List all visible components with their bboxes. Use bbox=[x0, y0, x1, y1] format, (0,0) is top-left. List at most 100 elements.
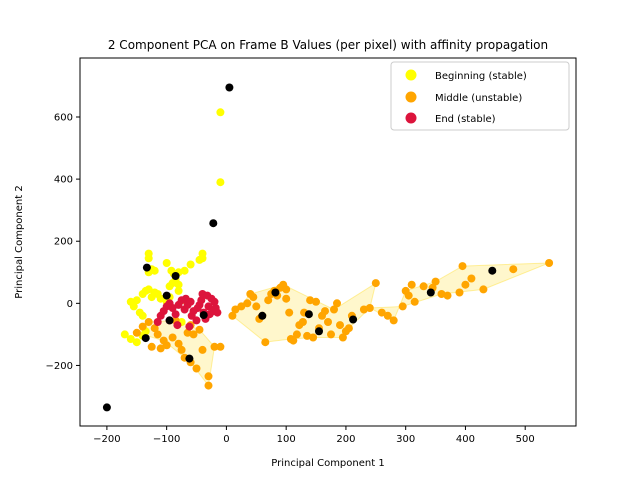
point-exemplar bbox=[171, 272, 180, 280]
point-middle bbox=[344, 324, 353, 333]
plot-frame bbox=[79, 57, 577, 427]
point-exemplar bbox=[185, 354, 194, 363]
point-beginning bbox=[156, 294, 165, 303]
point-end bbox=[173, 321, 182, 330]
point-middle bbox=[261, 338, 270, 347]
point-middle bbox=[156, 344, 165, 353]
point-middle bbox=[377, 308, 386, 317]
point-exemplar bbox=[142, 263, 151, 272]
point-middle bbox=[407, 280, 416, 289]
legend-marker-end bbox=[405, 112, 417, 124]
point-exemplar bbox=[304, 310, 313, 319]
point-middle bbox=[153, 330, 162, 339]
x-axis-label: Principal Component 1 bbox=[271, 458, 384, 469]
chart-title: 2 Component PCA on Frame B Values (per p… bbox=[108, 38, 548, 52]
point-middle bbox=[204, 372, 213, 381]
point-exemplar bbox=[102, 403, 111, 412]
point-middle bbox=[168, 333, 177, 342]
point-middle bbox=[150, 324, 159, 333]
point-middle bbox=[282, 294, 291, 303]
legend-label-beginning: Beginning (stable) bbox=[435, 71, 527, 82]
point-beginning bbox=[138, 311, 147, 320]
point-middle bbox=[479, 285, 488, 294]
point-middle bbox=[177, 345, 186, 354]
point-beginning bbox=[129, 302, 138, 311]
point-middle bbox=[252, 302, 261, 311]
point-middle bbox=[461, 280, 470, 289]
point-middle bbox=[216, 342, 225, 351]
point-middle bbox=[237, 302, 246, 311]
legend-label-middle: Middle (unstable) bbox=[435, 93, 522, 104]
point-middle bbox=[309, 333, 318, 342]
point-beginning bbox=[198, 254, 207, 263]
point-beginning bbox=[174, 280, 183, 289]
legend-frame bbox=[390, 61, 570, 131]
point-middle bbox=[336, 321, 344, 330]
point-middle bbox=[312, 297, 320, 306]
point-middle bbox=[455, 288, 464, 297]
point-middle bbox=[324, 318, 332, 326]
point-middle bbox=[144, 318, 153, 326]
point-middle bbox=[228, 311, 237, 320]
point-exemplar bbox=[488, 266, 497, 275]
point-middle bbox=[458, 262, 467, 271]
point-middle bbox=[509, 265, 518, 274]
point-beginning bbox=[216, 178, 225, 187]
point-middle bbox=[303, 331, 312, 340]
point-exemplar bbox=[271, 288, 280, 297]
x-tick-label: 100 bbox=[277, 434, 296, 445]
legend-marker-middle bbox=[405, 91, 417, 103]
x-tick-label: 200 bbox=[336, 434, 355, 445]
point-end bbox=[192, 316, 201, 325]
point-end bbox=[168, 304, 177, 312]
point-beginning bbox=[132, 296, 141, 305]
point-middle bbox=[298, 318, 307, 326]
point-exemplar bbox=[225, 83, 234, 92]
point-middle bbox=[183, 328, 192, 337]
point-middle bbox=[419, 282, 428, 291]
y-tick-label: 400 bbox=[54, 175, 73, 186]
point-middle bbox=[443, 291, 452, 300]
point-middle bbox=[147, 342, 156, 351]
point-middle bbox=[198, 345, 207, 354]
point-middle bbox=[174, 339, 183, 348]
legend-label-end: End (stable) bbox=[435, 114, 496, 125]
point-beginning bbox=[120, 330, 129, 339]
point-exemplar bbox=[258, 311, 267, 320]
y-tick-label: −200 bbox=[46, 361, 73, 372]
point-end bbox=[185, 322, 194, 331]
y-tick-label: 600 bbox=[54, 113, 73, 124]
point-beginning bbox=[180, 266, 189, 275]
point-middle bbox=[365, 304, 374, 312]
x-tick-label: 0 bbox=[223, 434, 229, 445]
y-tick-label: 0 bbox=[67, 299, 73, 310]
point-exemplar bbox=[165, 316, 174, 325]
point-middle bbox=[162, 341, 171, 350]
point-beginning bbox=[186, 260, 195, 269]
point-middle bbox=[249, 293, 258, 302]
point-beginning bbox=[162, 259, 171, 267]
point-end bbox=[153, 318, 162, 326]
point-exemplar bbox=[199, 311, 208, 320]
point-exemplar bbox=[315, 327, 323, 336]
point-middle bbox=[292, 330, 301, 339]
point-middle bbox=[210, 342, 219, 351]
point-middle bbox=[231, 305, 240, 314]
point-middle bbox=[333, 299, 341, 308]
point-middle bbox=[289, 336, 298, 345]
point-middle bbox=[192, 364, 201, 373]
point-beginning bbox=[126, 335, 135, 343]
y-tick-label: 200 bbox=[54, 237, 73, 248]
point-beginning bbox=[144, 254, 153, 263]
point-middle bbox=[431, 277, 440, 286]
point-middle bbox=[330, 305, 338, 314]
x-tick-label: 400 bbox=[456, 434, 475, 445]
point-end bbox=[210, 297, 219, 306]
point-beginning bbox=[174, 286, 183, 295]
point-middle bbox=[204, 381, 213, 390]
x-tick-label: −100 bbox=[153, 434, 180, 445]
point-exemplar bbox=[162, 291, 171, 300]
point-end bbox=[197, 296, 206, 305]
point-middle bbox=[195, 325, 204, 334]
